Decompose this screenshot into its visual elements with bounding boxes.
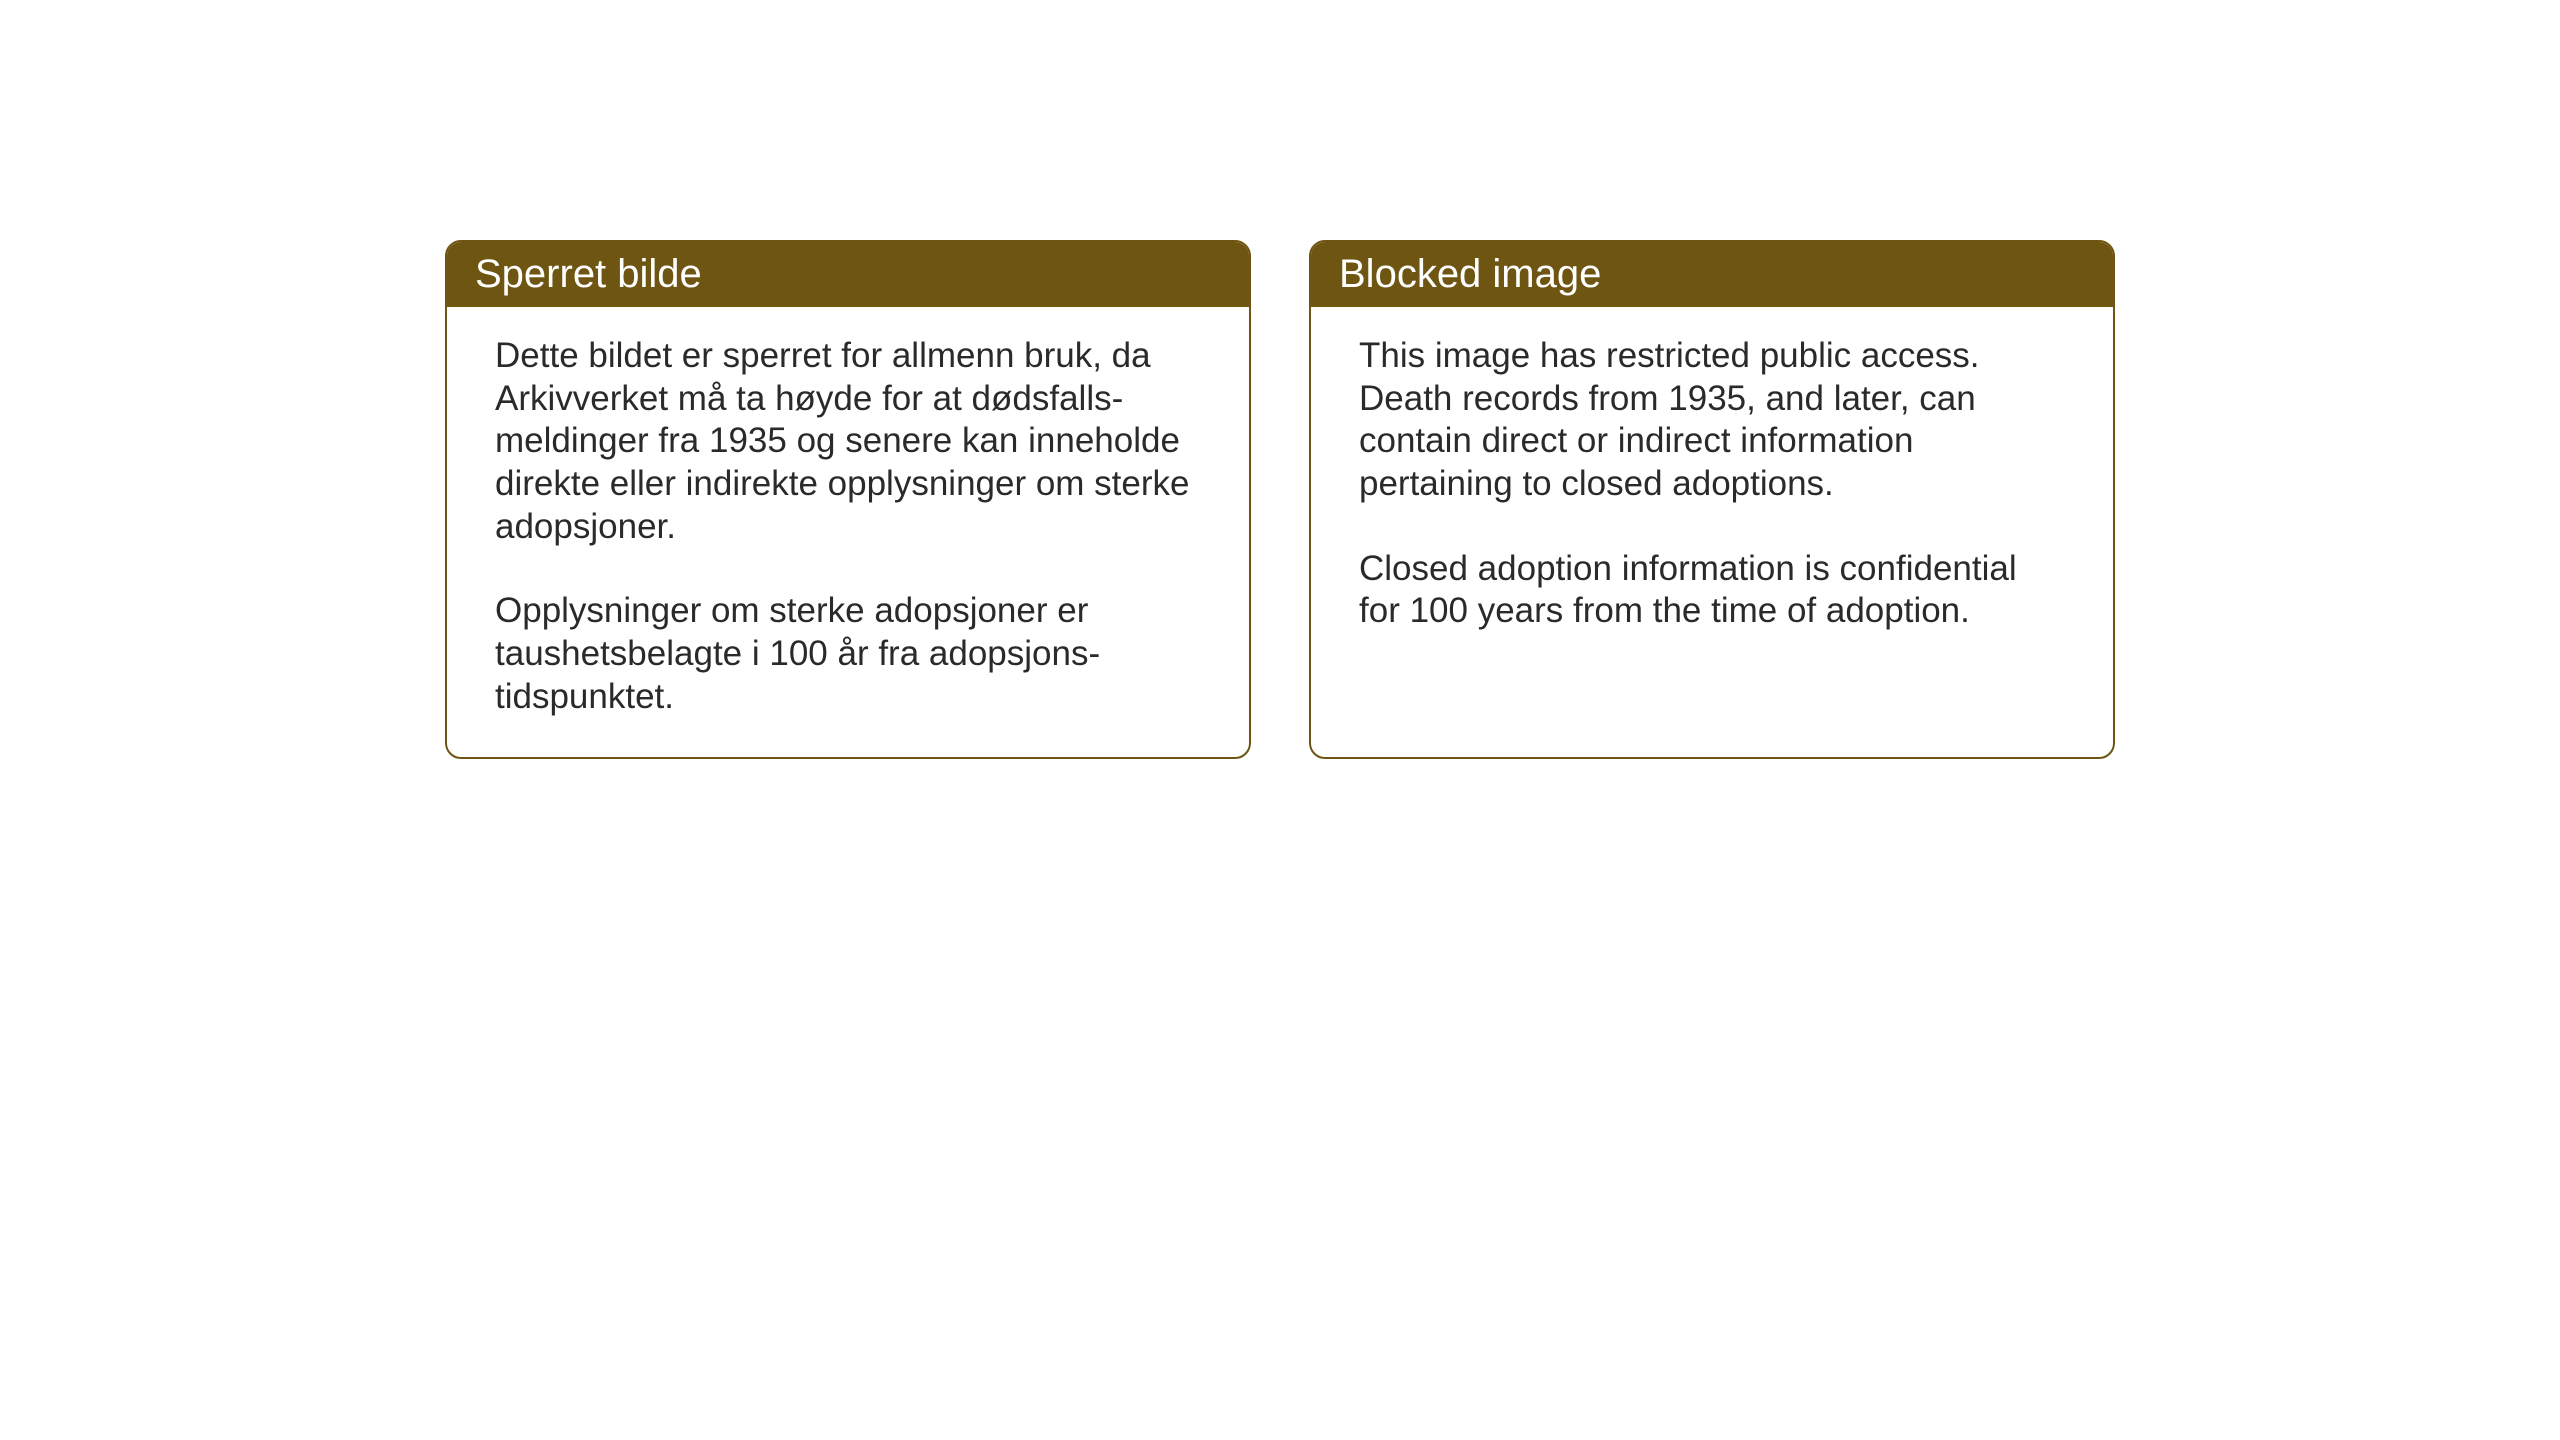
english-paragraph-2: Closed adoption information is confident… (1359, 548, 2065, 633)
english-card-header: Blocked image (1311, 242, 2113, 307)
norwegian-card-header: Sperret bilde (447, 242, 1249, 307)
cards-container: Sperret bilde Dette bildet er sperret fo… (445, 240, 2115, 759)
norwegian-paragraph-1: Dette bildet er sperret for allmenn bruk… (495, 335, 1201, 548)
norwegian-card-body: Dette bildet er sperret for allmenn bruk… (447, 307, 1249, 757)
english-paragraph-1: This image has restricted public access.… (1359, 335, 2065, 506)
norwegian-card: Sperret bilde Dette bildet er sperret fo… (445, 240, 1251, 759)
english-card-body: This image has restricted public access.… (1311, 307, 2113, 747)
english-card: Blocked image This image has restricted … (1309, 240, 2115, 759)
norwegian-paragraph-2: Opplysninger om sterke adopsjoner er tau… (495, 590, 1201, 718)
